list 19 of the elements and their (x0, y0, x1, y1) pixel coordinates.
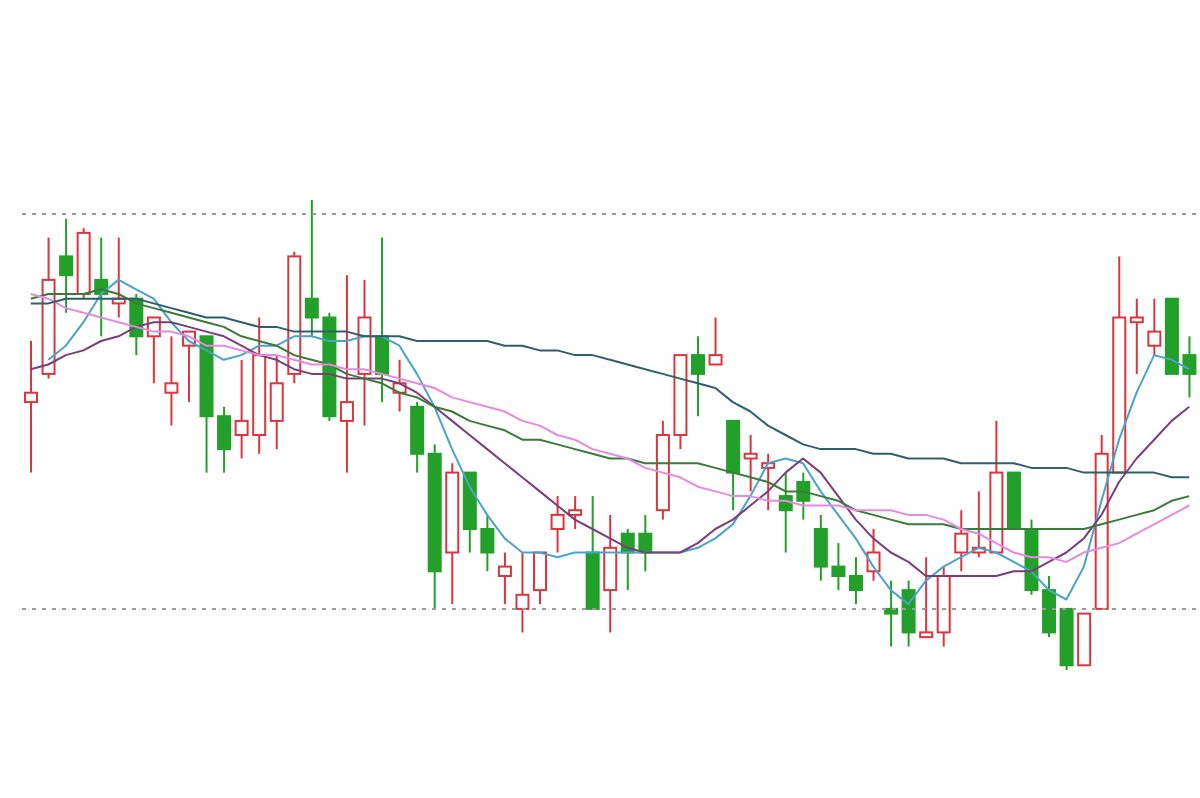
candlestick (603, 513, 618, 634)
candlestick (375, 236, 390, 404)
candlestick (690, 335, 705, 418)
candlestick (497, 551, 512, 606)
candlestick (445, 462, 460, 606)
candlestick (59, 217, 74, 314)
candlestick (743, 434, 758, 493)
candlestick (427, 443, 442, 610)
candlestick (339, 274, 354, 474)
candlestick (24, 340, 38, 474)
candlestick (357, 278, 372, 427)
candlestick (884, 579, 899, 648)
candlestick (1129, 297, 1144, 375)
candlestick (515, 551, 530, 634)
candlestick (269, 354, 284, 451)
candlestick (164, 335, 179, 427)
candlestick (954, 509, 969, 573)
candlestick (848, 556, 863, 606)
candlestick (550, 495, 565, 554)
